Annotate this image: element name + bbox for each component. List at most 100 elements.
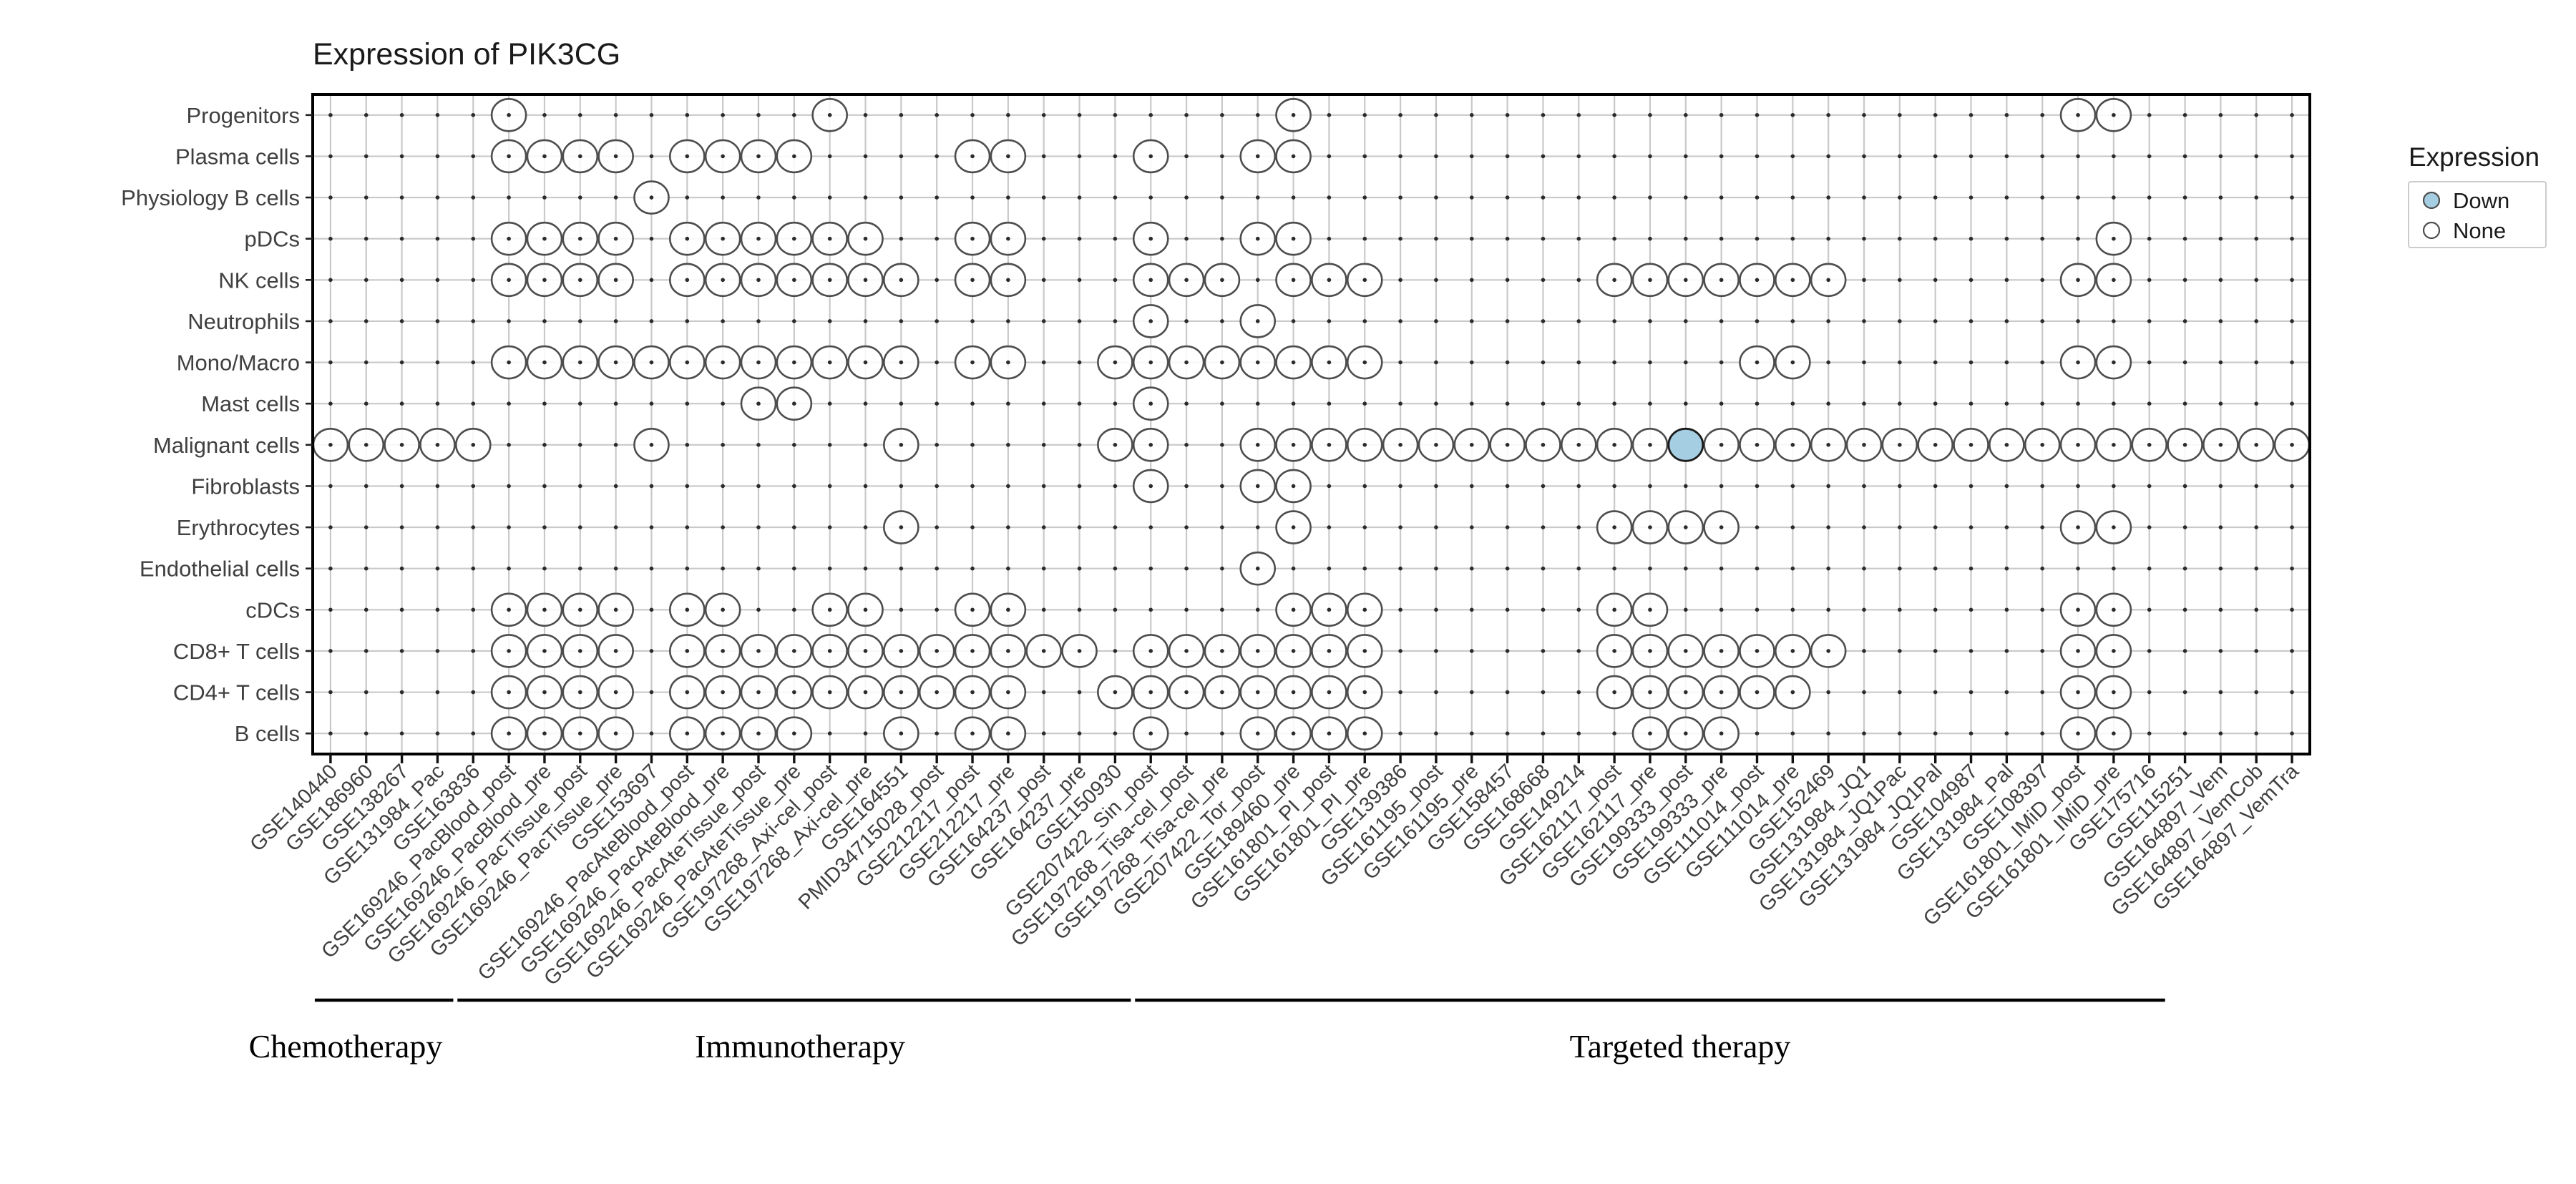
grid-dot — [1184, 607, 1189, 612]
grid-dot — [1790, 360, 1795, 365]
grid-dot — [1719, 195, 1724, 200]
grid-dot — [1648, 731, 1652, 735]
grid-dot — [471, 690, 476, 695]
grid-dot — [542, 195, 547, 200]
grid-dot — [2254, 195, 2259, 200]
grid-dot — [827, 607, 832, 612]
grid-dot — [542, 649, 547, 653]
grid-dot — [1541, 649, 1546, 653]
grid-dot — [792, 443, 796, 447]
grid-dot — [1684, 278, 1688, 283]
grid-dot — [1220, 690, 1224, 695]
down-legend-key-icon — [2422, 191, 2441, 210]
grid-dot — [1291, 731, 1296, 735]
grid-dot — [364, 649, 369, 653]
grid-dot — [364, 525, 369, 529]
grid-dot — [507, 731, 511, 735]
grid-dot — [1398, 278, 1402, 283]
grid-dot — [2147, 566, 2152, 571]
grid-dot — [542, 484, 547, 489]
grid-dot — [1862, 690, 1866, 695]
grid-dot — [2040, 690, 2045, 695]
grid-dot — [1968, 278, 1974, 283]
grid-dot — [1148, 154, 1153, 159]
grid-dot — [1041, 731, 1046, 735]
grid-dot — [1291, 195, 1296, 200]
chart-title: Expression of PIK3CG — [313, 37, 620, 72]
grid-dot — [364, 443, 369, 447]
grid-dot — [827, 443, 832, 447]
grid-dot — [2040, 443, 2045, 447]
grid-dot — [1612, 360, 1616, 365]
grid-dot — [613, 525, 618, 529]
grid-dot — [1113, 649, 1118, 653]
grid-dot — [1755, 360, 1760, 365]
grid-dot — [756, 731, 761, 735]
grid-dot — [756, 690, 761, 695]
grid-dot — [1184, 690, 1189, 695]
grid-dot — [792, 690, 796, 695]
grid-dot — [2004, 484, 2009, 489]
grid-dot — [792, 607, 796, 612]
grid-dot — [1184, 319, 1189, 323]
grid-dot — [435, 690, 440, 695]
grid-dot — [2218, 484, 2223, 489]
grid-dot — [2218, 607, 2223, 612]
grid-dot — [899, 690, 904, 695]
grid-dot — [935, 154, 939, 159]
grid-dot — [1933, 649, 1938, 653]
grid-dot — [1113, 236, 1118, 241]
grid-dot — [899, 566, 904, 571]
grid-dot — [364, 236, 369, 241]
grid-dot — [1006, 154, 1010, 159]
grid-dot — [1077, 236, 1082, 241]
grid-dot — [542, 690, 547, 695]
grid-dot — [827, 525, 832, 529]
grid-dot — [1576, 690, 1581, 695]
down-expression-dots — [1667, 427, 1704, 462]
grid-dot — [863, 319, 868, 323]
grid-dot — [1576, 649, 1581, 653]
grid-dot — [1968, 154, 1974, 159]
grid-dot — [1327, 649, 1332, 653]
grid-dot — [2147, 319, 2152, 323]
grid-dot — [721, 649, 725, 653]
grid-dot — [1184, 154, 1189, 159]
grid-dot — [721, 319, 725, 323]
grid-dot — [792, 649, 796, 653]
grid-dot — [1220, 566, 1224, 571]
grid-dot — [328, 649, 333, 653]
grid-dot — [1576, 195, 1581, 200]
grid-dot — [435, 154, 440, 159]
grid-dot — [577, 566, 582, 571]
grid-dot — [1719, 690, 1724, 695]
grid-dot — [1862, 113, 1866, 117]
grid-dot — [863, 278, 868, 283]
grid-dot — [1968, 360, 1974, 365]
grid-dot — [435, 731, 440, 735]
grid-dot — [649, 443, 654, 447]
grid-dot — [1648, 195, 1652, 200]
grid-dot — [2147, 360, 2152, 365]
grid-dot — [1684, 236, 1688, 241]
grid-dot — [542, 360, 547, 365]
grid-dot — [2182, 525, 2187, 529]
grid-dot — [1755, 401, 1760, 406]
grid-dot — [2290, 649, 2294, 653]
grid-dot — [2182, 319, 2187, 323]
grid-dot — [1077, 319, 1082, 323]
grid-dot — [577, 236, 582, 241]
grid-dot — [685, 731, 690, 735]
grid-dot — [935, 195, 939, 200]
grid-dot — [1719, 525, 1724, 529]
grid-dot — [1862, 278, 1866, 283]
grid-dot — [1006, 278, 1010, 283]
grid-dot — [1898, 690, 1902, 695]
grid-dot — [2182, 443, 2187, 447]
grid-dot — [1434, 607, 1438, 612]
grid-dot — [1862, 649, 1866, 653]
grid-dot — [935, 731, 939, 735]
grid-dot — [1505, 443, 1510, 447]
grid-dot — [613, 154, 618, 159]
